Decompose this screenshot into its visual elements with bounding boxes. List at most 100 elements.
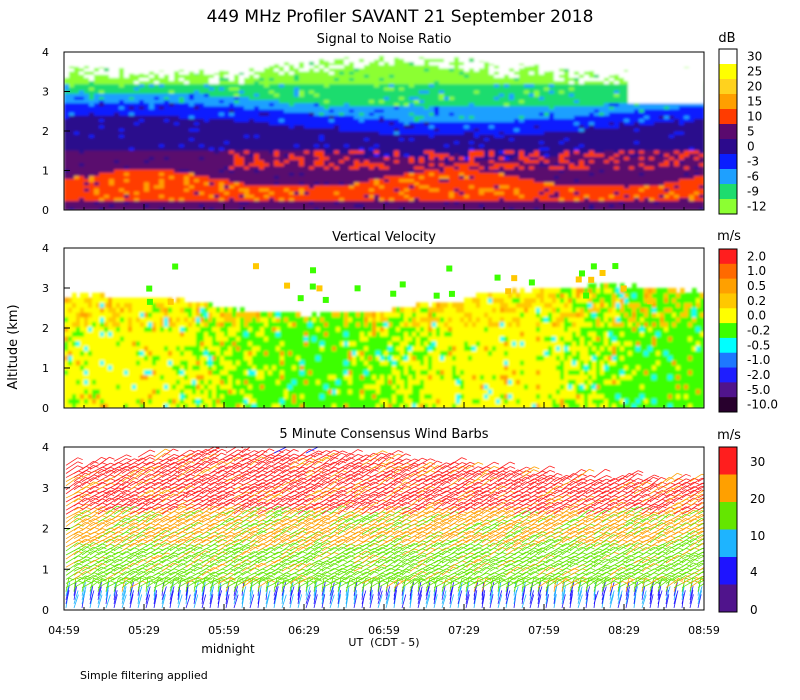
snr-cell <box>554 153 560 157</box>
snr-cell <box>399 187 405 192</box>
snr-cell <box>179 118 185 123</box>
snr-cell <box>564 124 570 129</box>
snr-cell <box>404 67 410 72</box>
snr-cell <box>564 77 570 82</box>
snr-cell <box>64 184 70 189</box>
snr-cell <box>104 52 110 68</box>
snr-cell <box>374 143 380 148</box>
snr-cell <box>289 127 295 132</box>
snr-cell <box>474 127 480 132</box>
snr-cell <box>394 194 400 198</box>
snr-cell <box>199 112 205 116</box>
snr-cell <box>194 108 200 113</box>
snr-cell <box>469 70 475 75</box>
snr-cell <box>214 127 220 132</box>
snr-cell <box>449 52 455 57</box>
snr-cell <box>149 143 155 148</box>
snr-cell <box>454 191 460 195</box>
snr-cell <box>554 140 560 145</box>
snr-cell <box>69 143 75 148</box>
snr-cell <box>469 197 475 202</box>
snr-cell <box>174 187 180 192</box>
snr-cell <box>404 191 410 195</box>
snr-cell <box>174 159 180 164</box>
snr-cell <box>394 206 400 210</box>
snr-cell <box>544 124 550 129</box>
snr-cell <box>164 89 170 94</box>
snr-cell <box>544 162 550 167</box>
snr-cell <box>529 165 535 170</box>
snr-cell <box>319 146 325 151</box>
snr-cell <box>459 86 465 91</box>
snr-cell <box>129 96 135 100</box>
snr-cell <box>454 178 460 183</box>
snr-cell <box>534 206 540 210</box>
snr-cell <box>314 175 320 179</box>
snr-cell <box>159 70 165 75</box>
snr-cell <box>589 197 595 202</box>
snr-cell <box>484 175 490 179</box>
snr-cell <box>559 184 565 189</box>
snr-cell <box>589 143 595 148</box>
snr-cell <box>99 83 105 88</box>
snr-cell <box>394 121 400 126</box>
snr-cell <box>234 52 240 72</box>
snr-cell <box>189 191 195 195</box>
snr-cell <box>504 172 510 176</box>
snr-cell <box>524 162 530 167</box>
snr-cell <box>354 58 360 63</box>
snr-cell <box>69 156 75 161</box>
snr-cell <box>169 118 175 123</box>
snr-cell <box>354 108 360 113</box>
snr-cell <box>229 118 235 123</box>
snr-cell <box>519 203 525 208</box>
snr-cell <box>154 131 160 135</box>
snr-cell <box>429 200 435 205</box>
snr-cell <box>204 206 210 210</box>
snr-cell <box>384 162 390 167</box>
snr-cell <box>399 168 405 173</box>
snr-cell <box>144 206 150 210</box>
snr-cell <box>579 181 585 186</box>
snr-cell <box>324 162 330 167</box>
snr-cell <box>544 127 550 132</box>
snr-cell <box>324 131 330 135</box>
snr-cell <box>109 99 115 104</box>
snr-cell <box>274 86 280 91</box>
snr-cell <box>584 127 590 132</box>
snr-cell <box>569 165 575 170</box>
snr-cell <box>409 61 415 66</box>
snr-cell <box>349 149 355 154</box>
snr-cell <box>454 99 460 104</box>
snr-cell <box>204 153 210 157</box>
snr-cell <box>574 99 580 104</box>
snr-cell <box>304 165 310 170</box>
snr-cell <box>214 137 220 142</box>
snr-cell <box>114 156 120 161</box>
snr-cell <box>239 146 245 151</box>
snr-cell <box>104 175 110 179</box>
snr-cell <box>179 178 185 183</box>
snr-cell <box>574 162 580 167</box>
snr-cell <box>304 124 310 129</box>
snr-cell <box>294 153 300 157</box>
snr-cell <box>294 89 300 94</box>
snr-cell <box>124 118 130 123</box>
snr-cell <box>164 165 170 170</box>
snr-cell <box>74 67 80 72</box>
snr-cell <box>284 52 290 63</box>
snr-cell <box>314 187 320 192</box>
snr-cell <box>224 162 230 167</box>
snr-cell <box>174 181 180 186</box>
snr-cell <box>409 131 415 135</box>
snr-cell <box>574 80 580 85</box>
snr-cell <box>514 140 520 145</box>
snr-cell <box>439 58 445 63</box>
snr-cell <box>174 200 180 205</box>
snr-cell <box>414 102 420 107</box>
snr-cell <box>294 175 300 179</box>
snr-cell <box>399 121 405 126</box>
snr-cell <box>324 118 330 123</box>
snr-cell <box>164 159 170 164</box>
snr-cell <box>149 83 155 88</box>
